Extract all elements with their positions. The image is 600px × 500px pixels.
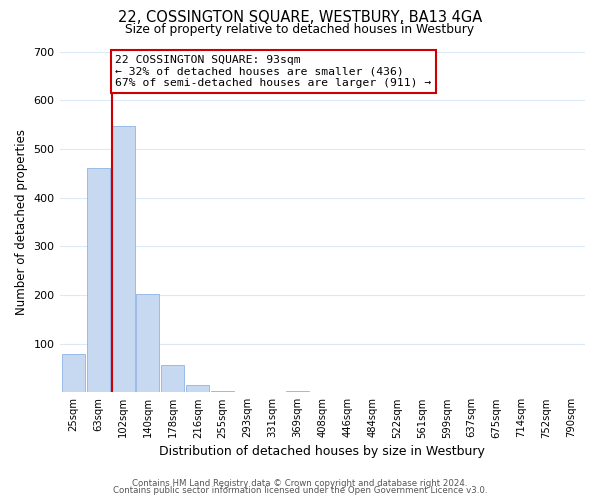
Bar [86,168,110,392]
Text: 22 COSSINGTON SQUARE: 93sqm
← 32% of detached houses are smaller (436)
67% of se: 22 COSSINGTON SQUARE: 93sqm ← 32% of det… [115,55,431,88]
Bar [211,391,234,392]
Bar [286,391,309,392]
Bar [161,365,184,392]
Bar [62,354,85,393]
Text: Size of property relative to detached houses in Westbury: Size of property relative to detached ho… [125,22,475,36]
Text: 22, COSSINGTON SQUARE, WESTBURY, BA13 4GA: 22, COSSINGTON SQUARE, WESTBURY, BA13 4G… [118,10,482,25]
Text: Contains public sector information licensed under the Open Government Licence v3: Contains public sector information licen… [113,486,487,495]
Bar [186,385,209,392]
X-axis label: Distribution of detached houses by size in Westbury: Distribution of detached houses by size … [160,444,485,458]
Y-axis label: Number of detached properties: Number of detached properties [15,129,28,315]
Bar [136,294,160,392]
Text: Contains HM Land Registry data © Crown copyright and database right 2024.: Contains HM Land Registry data © Crown c… [132,478,468,488]
Bar [112,126,134,392]
